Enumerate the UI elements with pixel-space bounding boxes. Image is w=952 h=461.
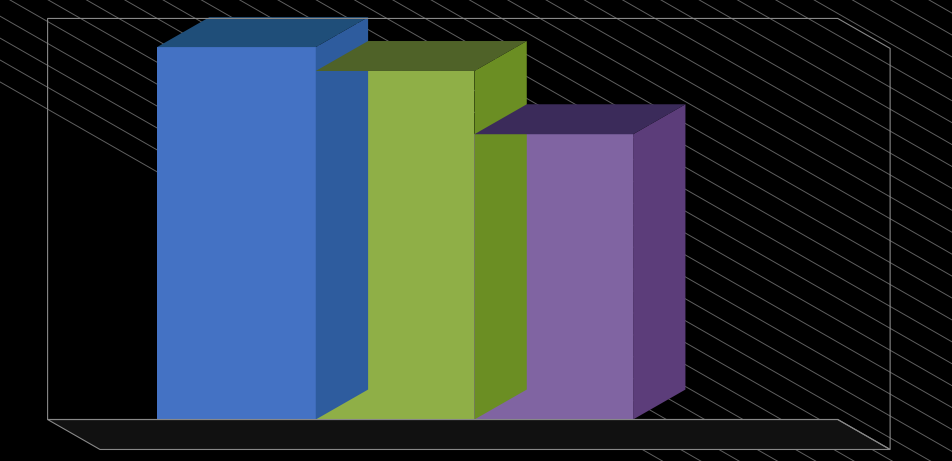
Polygon shape bbox=[316, 41, 526, 71]
Polygon shape bbox=[157, 47, 316, 420]
Polygon shape bbox=[316, 71, 474, 420]
Polygon shape bbox=[157, 17, 368, 47]
Polygon shape bbox=[474, 41, 526, 420]
Polygon shape bbox=[316, 17, 368, 420]
Polygon shape bbox=[633, 104, 685, 420]
Polygon shape bbox=[48, 420, 890, 449]
Polygon shape bbox=[474, 104, 685, 134]
Polygon shape bbox=[474, 134, 633, 420]
